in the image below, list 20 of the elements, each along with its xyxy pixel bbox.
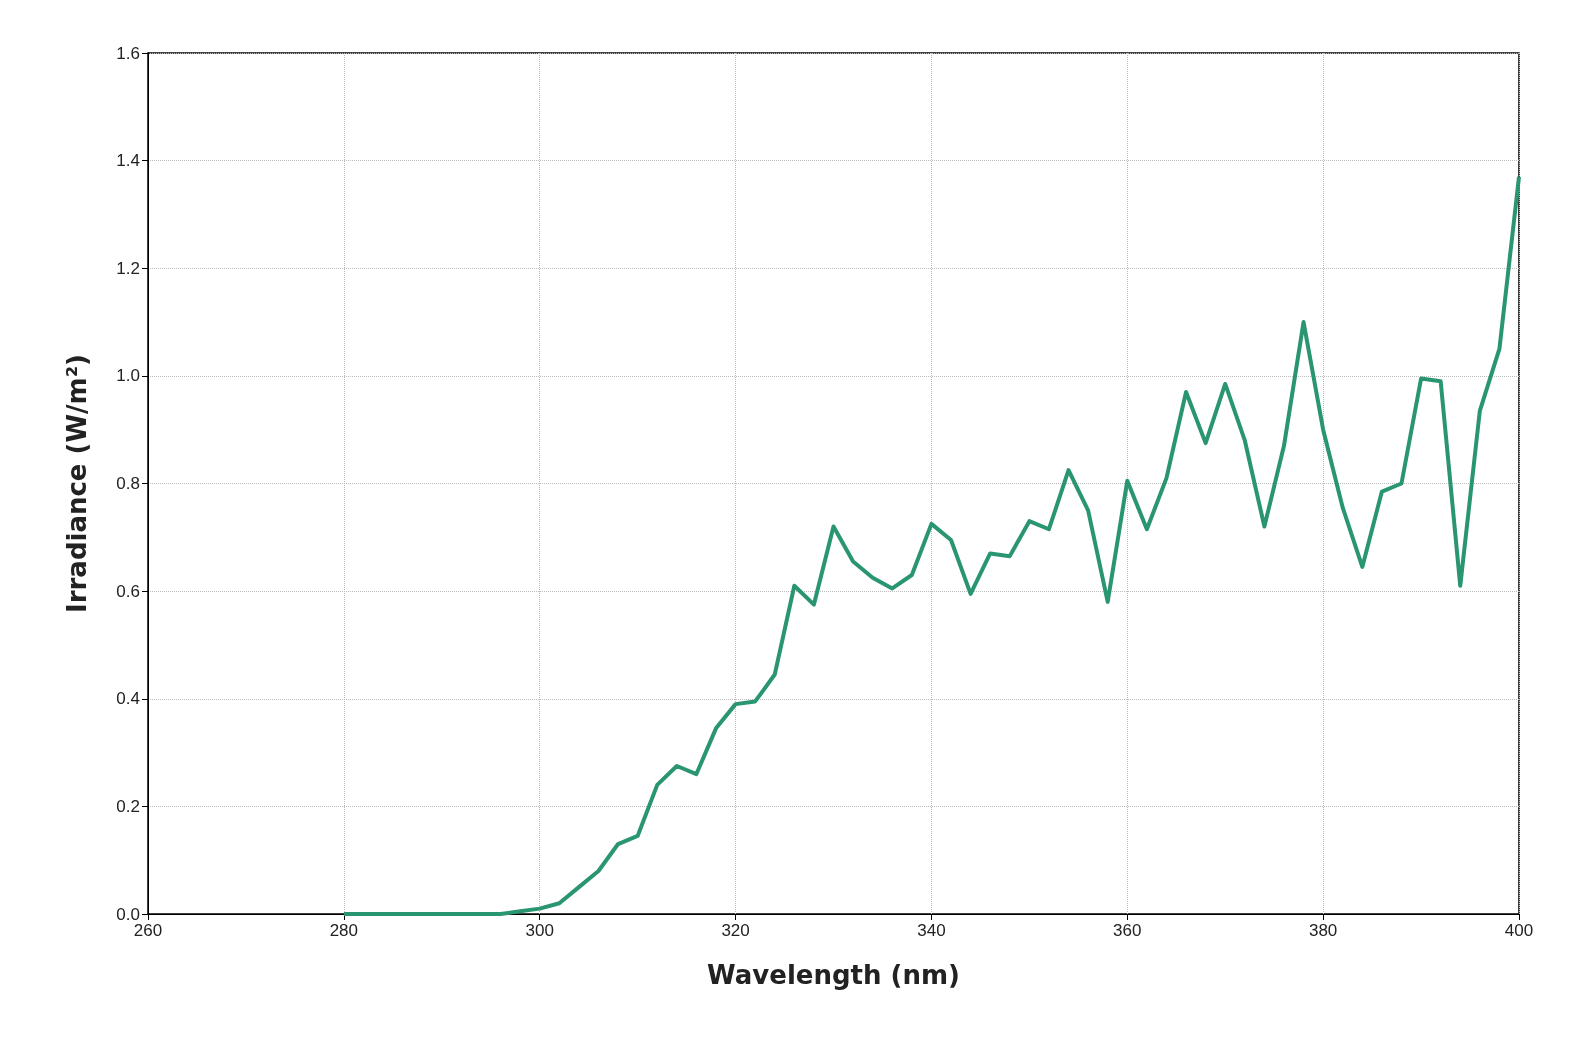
- y-tick-label: 1.2: [116, 258, 140, 278]
- x-tick-label: 340: [917, 921, 946, 940]
- x-tick-label: 260: [133, 921, 163, 940]
- y-tick-label: 0.8: [116, 474, 140, 493]
- x-tick-label: 300: [525, 921, 554, 940]
- x-tick-label: 400: [1504, 921, 1534, 940]
- y-tick-label: 0.2: [116, 796, 140, 816]
- y-tick-label: 1.4: [116, 151, 140, 171]
- y-tick-label: 1.0: [116, 366, 140, 386]
- y-tick-label: 0.0: [116, 904, 140, 924]
- y-tick-label: 0.4: [116, 689, 140, 709]
- x-axis-title: Wavelength (nm): [707, 960, 960, 990]
- x-tick-label: 280: [329, 921, 359, 940]
- x-tick-label: 320: [721, 921, 750, 940]
- x-tick-label: 360: [1113, 921, 1142, 940]
- y-tick-label: 0.6: [116, 581, 140, 601]
- x-tick-label: 380: [1308, 921, 1338, 940]
- y-axis-title: Irradiance (W/m²): [62, 354, 92, 613]
- y-tick-label: 1.6: [116, 43, 140, 63]
- line-series: [341, 174, 1521, 916]
